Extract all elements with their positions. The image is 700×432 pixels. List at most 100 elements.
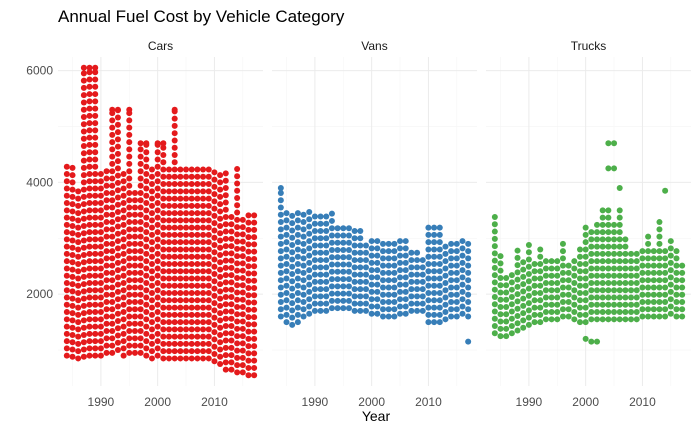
data-point bbox=[143, 178, 150, 185]
data-point bbox=[351, 278, 358, 285]
data-point bbox=[171, 137, 178, 144]
data-point bbox=[633, 272, 640, 279]
data-point bbox=[323, 213, 330, 220]
data-point bbox=[611, 287, 618, 294]
data-point bbox=[245, 270, 252, 277]
data-point bbox=[283, 297, 290, 304]
data-point bbox=[576, 290, 583, 297]
data-point bbox=[137, 284, 144, 291]
data-point bbox=[80, 252, 87, 259]
data-point bbox=[442, 309, 449, 316]
data-point bbox=[362, 271, 369, 278]
data-point bbox=[103, 240, 110, 247]
data-point bbox=[154, 243, 161, 250]
data-point bbox=[183, 195, 190, 202]
data-point bbox=[306, 245, 313, 252]
data-point bbox=[374, 288, 381, 295]
data-point bbox=[103, 291, 110, 298]
data-point bbox=[391, 269, 398, 276]
data-point bbox=[673, 269, 680, 276]
data-point bbox=[86, 250, 93, 257]
data-point bbox=[194, 340, 201, 347]
data-point bbox=[571, 287, 578, 294]
data-point bbox=[311, 264, 318, 271]
data-point bbox=[166, 217, 173, 224]
data-point bbox=[75, 239, 82, 246]
data-point bbox=[97, 192, 104, 199]
data-point bbox=[645, 306, 652, 313]
data-point bbox=[137, 175, 144, 182]
data-point bbox=[559, 298, 566, 305]
data-point bbox=[160, 348, 167, 355]
data-point bbox=[554, 287, 561, 294]
data-point bbox=[160, 297, 167, 304]
data-point bbox=[143, 258, 150, 265]
data-point bbox=[345, 276, 352, 283]
data-point bbox=[323, 278, 330, 285]
data-point bbox=[154, 265, 161, 272]
data-point bbox=[628, 287, 635, 294]
data-point bbox=[143, 272, 150, 279]
data-point bbox=[453, 277, 460, 284]
data-point bbox=[340, 268, 347, 275]
data-point bbox=[334, 247, 341, 254]
data-point bbox=[605, 214, 612, 221]
data-point bbox=[374, 259, 381, 266]
data-point bbox=[63, 214, 70, 221]
data-point bbox=[143, 250, 150, 257]
data-point bbox=[391, 262, 398, 269]
data-point bbox=[217, 222, 224, 229]
data-point bbox=[205, 253, 212, 260]
data-point bbox=[63, 287, 70, 294]
data-point bbox=[251, 248, 258, 255]
data-point bbox=[425, 297, 432, 304]
data-point bbox=[514, 312, 521, 319]
data-point bbox=[143, 163, 150, 170]
data-point bbox=[228, 279, 235, 286]
data-point bbox=[234, 362, 241, 369]
data-point bbox=[211, 205, 218, 212]
data-point bbox=[594, 221, 601, 228]
data-point bbox=[667, 310, 674, 317]
data-point bbox=[86, 236, 93, 243]
data-point bbox=[525, 256, 532, 263]
data-point bbox=[205, 260, 212, 267]
data-point bbox=[491, 264, 498, 271]
data-point bbox=[251, 270, 258, 277]
data-point bbox=[97, 309, 104, 316]
data-point bbox=[114, 179, 121, 186]
data-point bbox=[109, 233, 116, 240]
data-point bbox=[611, 258, 618, 265]
x-tick-label: 2010 bbox=[415, 395, 442, 409]
data-point bbox=[171, 340, 178, 347]
data-point bbox=[183, 326, 190, 333]
data-point bbox=[497, 333, 504, 340]
data-point bbox=[171, 260, 178, 267]
data-point bbox=[80, 208, 87, 215]
data-point bbox=[131, 197, 138, 204]
data-point bbox=[431, 224, 438, 231]
data-point bbox=[148, 231, 155, 238]
data-point bbox=[211, 271, 218, 278]
data-point bbox=[103, 219, 110, 226]
data-point bbox=[222, 257, 229, 264]
data-point bbox=[69, 186, 76, 193]
data-point bbox=[345, 261, 352, 268]
data-point bbox=[234, 209, 241, 216]
data-point bbox=[97, 200, 104, 207]
data-point bbox=[605, 250, 612, 257]
data-point bbox=[148, 195, 155, 202]
data-point bbox=[183, 319, 190, 326]
data-point bbox=[289, 292, 296, 299]
data-point bbox=[317, 242, 324, 249]
data-point bbox=[340, 254, 347, 261]
data-point bbox=[177, 304, 184, 311]
data-point bbox=[465, 298, 472, 305]
data-point bbox=[211, 227, 218, 234]
data-point bbox=[171, 282, 178, 289]
data-point bbox=[673, 277, 680, 284]
data-point bbox=[92, 134, 99, 141]
data-point bbox=[86, 287, 93, 294]
data-point bbox=[245, 241, 252, 248]
data-point bbox=[148, 246, 155, 253]
